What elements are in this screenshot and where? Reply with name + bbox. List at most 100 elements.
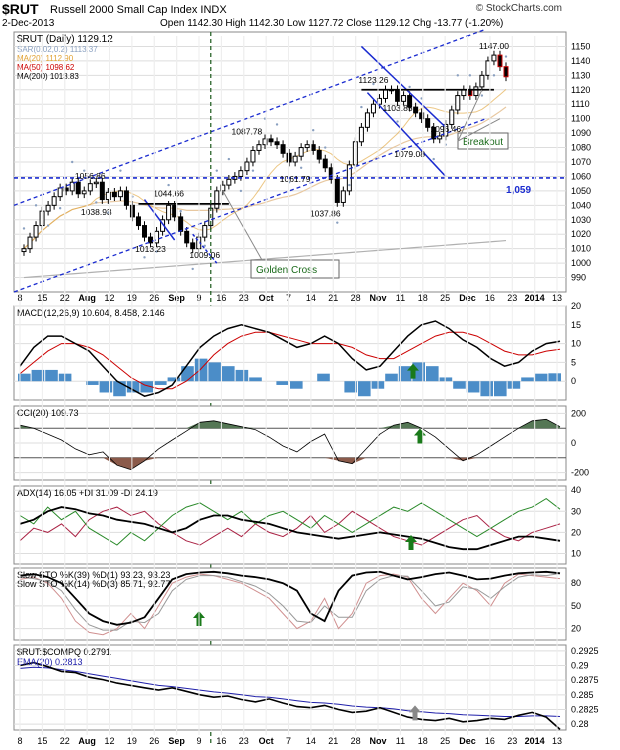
macd-histogram-bar	[466, 381, 480, 393]
candle-body	[292, 155, 298, 163]
candle-body	[87, 183, 93, 192]
cci-oversold-fill	[20, 457, 560, 470]
macd-panel-y-tick-label: 20	[571, 301, 581, 311]
sar-dot	[336, 221, 339, 224]
price-legend-entry: SAR(0.02,0.2) 1113.37	[17, 45, 98, 54]
candle-body	[455, 95, 461, 111]
candle-body	[395, 89, 401, 102]
x-axis-bottom-x-tick-label: Sep	[168, 736, 185, 746]
candle-body	[148, 236, 154, 244]
x-axis-bottom-x-tick-label: 16	[216, 736, 226, 746]
macd-histogram-bar	[126, 381, 140, 393]
stochastic-panel-subtitle: Slow STO %K(14) %D(3) 85.71, 92.77	[17, 579, 170, 589]
macd-histogram-bar	[194, 358, 208, 382]
candle-body	[298, 147, 304, 157]
price-annotation-label: 1103.85	[382, 103, 412, 113]
adx-buy-arrow	[405, 535, 417, 551]
sar-dot	[58, 207, 62, 210]
macd-histogram-bar	[276, 381, 289, 385]
aug-flag-line-2	[192, 233, 218, 264]
candle-body	[443, 123, 449, 137]
macd-histogram-bar	[426, 366, 439, 382]
x-axis-bottom-x-tick-label: 23	[239, 736, 249, 746]
x-axis-bottom-x-tick-label: 23	[507, 736, 517, 746]
breakout-callout-text: Breakout	[463, 137, 503, 148]
candle-body	[280, 144, 286, 154]
ratio-panel-y-tick-label: 0.2925	[571, 646, 599, 656]
price-panel-y-tick-label: 1120	[571, 85, 590, 95]
candle-body	[99, 181, 105, 201]
candle-body	[75, 181, 81, 195]
candle-body	[268, 138, 274, 143]
candle-body	[57, 187, 63, 198]
macd-histogram-bar	[358, 381, 371, 397]
sar-dot	[167, 183, 170, 187]
x-axis-bottom-x-tick-label: 11	[396, 736, 405, 746]
x-axis-bottom-x-tick-label: 14	[306, 736, 316, 746]
sar-dot	[408, 85, 411, 89]
x-axis-bottom-x-tick-label: 18	[418, 736, 428, 746]
candle-body	[485, 60, 491, 76]
sar-dot	[215, 169, 218, 172]
price-panel-y-tick-label: 1070	[571, 157, 591, 167]
breakout-callout-pointer	[457, 89, 483, 142]
candle-body	[129, 204, 135, 218]
price-panel-y-tick-label: 1040	[571, 200, 591, 210]
stochastic-panel-y-tick-label: 80	[571, 578, 581, 588]
candle-body	[364, 112, 370, 128]
price-panel-y-tick-label: 1020	[571, 229, 591, 239]
price-legend-entry: MA(200) 1013.83	[17, 72, 79, 81]
macd-histogram-bar	[548, 373, 561, 382]
flag-line-upper	[360, 45, 447, 128]
macd-histogram-bar	[18, 373, 31, 382]
macd-histogram-bar	[521, 377, 534, 382]
chart-security-name: Russell 2000 Small Cap Index INDX	[50, 4, 227, 16]
stochastic-panel-frame	[13, 567, 567, 641]
price-panel-y-tick-label: 1000	[571, 258, 591, 268]
price-annotation-label: 1013.23	[135, 244, 166, 254]
candle-body	[154, 230, 160, 244]
macd-histogram-bar	[453, 381, 466, 389]
ratio-arrow	[409, 705, 421, 721]
golden-cross-callout-pointer	[222, 190, 263, 261]
ratio-panel-y-tick-label: 0.29	[571, 661, 589, 671]
candle-body	[383, 89, 388, 99]
macd-histogram-bar	[507, 381, 521, 389]
candle-body	[33, 225, 39, 238]
stochastic-panel-y-tick-label: 50	[571, 601, 581, 611]
ohlc-readout: Open 1142.30 High 1142.30 Low 1127.72 Cl…	[160, 18, 504, 29]
sar-dot	[420, 97, 423, 100]
sar-dot	[372, 82, 375, 86]
sar-dot	[191, 267, 194, 271]
ma200-line	[23, 239, 507, 279]
macd-panel-y-tick-label: 0	[571, 376, 576, 386]
adx-panel-frame	[13, 485, 567, 565]
candle-body	[413, 106, 419, 114]
candle-body	[202, 225, 208, 238]
x-axis-bottom-x-tick-label: 22	[60, 736, 70, 746]
sar-dot	[432, 157, 435, 161]
x-axis-bottom-x-tick-label: 2014	[525, 736, 545, 746]
macd-histogram-bar	[222, 366, 235, 382]
candle-body	[503, 66, 509, 78]
x-axis-bottom-x-tick-label: Nov	[370, 736, 387, 746]
candle-body	[93, 181, 99, 185]
price-annotation-label: 1037.86	[310, 208, 341, 218]
macd-histogram-bar	[31, 369, 45, 382]
macd-histogram-bar	[45, 369, 58, 382]
candle-body	[262, 138, 268, 146]
sar-dot	[107, 211, 110, 214]
candle-body	[27, 236, 33, 250]
candle-body	[310, 144, 316, 151]
x-axis-bottom-x-tick-label: 28	[351, 736, 361, 746]
adx-panel-y-tick-label: 20	[571, 527, 581, 537]
macd-histogram-bar	[534, 373, 548, 382]
x-axis-bottom-x-tick-label: 9	[197, 736, 202, 746]
x-axis-bottom-x-tick-label: 19	[127, 736, 137, 746]
price-annotation-label: 1061.79	[280, 174, 311, 184]
candle-body	[316, 149, 322, 160]
candle-body	[479, 74, 485, 88]
sar-dot	[324, 146, 327, 149]
sar-dot	[143, 256, 146, 259]
candle-body	[358, 126, 364, 143]
